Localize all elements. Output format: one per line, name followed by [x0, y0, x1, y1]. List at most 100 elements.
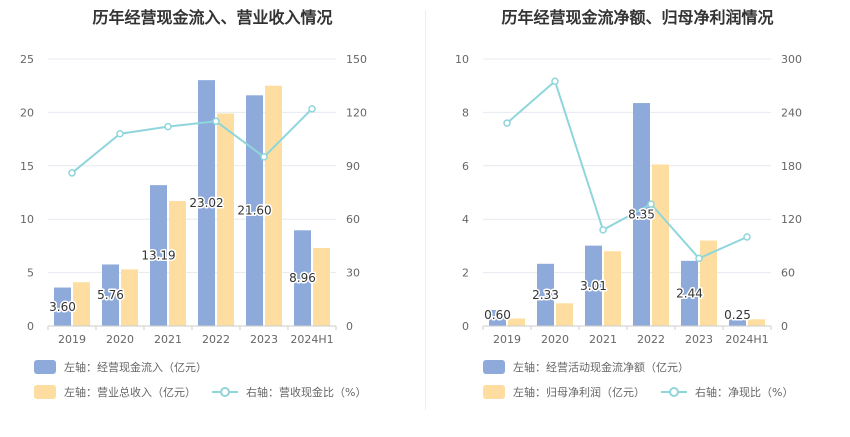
bar-series-a: [54, 287, 71, 326]
y-left-tick-label: 10: [20, 213, 34, 226]
bar-series-b: [604, 251, 621, 326]
line-series: [506, 79, 748, 260]
bar-data-label: 8.96: [289, 271, 316, 285]
bar-data-label: 23.02: [189, 196, 223, 210]
chart-panel-right: 历年经营现金流净额、归母净利润情况 0 0 2 60 4 120 6 180 8 240 10 300…: [425, 0, 850, 437]
line-point: [116, 130, 124, 138]
x-tick-label: 2020: [541, 333, 569, 346]
line-point: [743, 233, 751, 241]
bar-series-a: [198, 80, 215, 327]
legend-line-icon: [212, 387, 238, 397]
y-left-tick-label: 5: [27, 267, 34, 280]
y-right-tick-label: 30: [346, 267, 360, 280]
bar-series-a: [633, 103, 650, 327]
legend-line-icon: [661, 387, 687, 397]
y-left-tick-label: 4: [462, 213, 469, 226]
x-tick-label: 2023: [685, 333, 713, 346]
x-tick-label: 2024H1: [725, 333, 768, 346]
legend-item-revenue-cash-ratio[interactable]: 右轴：营收现金比（%）: [212, 384, 366, 400]
bar-data-label: 2.44: [676, 286, 703, 300]
line-point: [260, 153, 268, 161]
legend-label-net-cash-flow: 左轴：经营活动现金流净额（亿元）: [513, 361, 689, 374]
legend-label-net-cash-ratio: 右轴：净现比（%）: [695, 386, 794, 399]
legend-label-revenue: 左轴：营业总收入（亿元）: [64, 386, 196, 399]
x-tick-label: 2020: [106, 333, 134, 346]
y-right-tick-label: 90: [346, 160, 360, 173]
y-right-tick-label: 0: [346, 320, 353, 333]
bar-series-a: [294, 230, 311, 326]
bar-series-a: [585, 245, 602, 326]
chart-title-right: 历年经营现金流净额、归母净利润情况: [501, 8, 774, 27]
x-tick-label: 2019: [58, 333, 86, 346]
bar-series-b: [652, 164, 669, 326]
legend-item-net-profit[interactable]: 左轴：归母净利润（亿元）: [483, 384, 645, 400]
line-point: [647, 200, 655, 208]
legend-item-net-cash-ratio[interactable]: 右轴：净现比（%）: [661, 384, 793, 400]
legend-label-cash-inflow: 左轴：经营现金流入（亿元）: [64, 361, 207, 374]
y-right-tick-label: 60: [781, 267, 795, 280]
y-right-tick-label: 150: [346, 53, 367, 66]
x-tick-label: 2024H1: [290, 333, 333, 346]
x-tick-label: 2022: [202, 333, 230, 346]
legend-swatch-net-profit: [483, 385, 505, 399]
y-right-tick-label: 60: [346, 213, 360, 226]
bar-series-b: [700, 240, 717, 326]
bar-data-label: 0.25: [724, 308, 751, 322]
legend-swatch-cash-inflow: [34, 360, 56, 374]
chart-title-left: 历年经营现金流入、营业收入情况: [92, 8, 333, 27]
x-tick-label: 2021: [589, 333, 617, 346]
line-point: [212, 117, 220, 126]
y-left-tick-label: 0: [27, 320, 34, 333]
x-tick-label: 2021: [154, 333, 182, 346]
y-left-tick-label: 20: [20, 106, 34, 119]
legend-item-revenue[interactable]: 左轴：营业总收入（亿元）: [34, 384, 196, 400]
y-right-tick-label: 0: [781, 320, 788, 333]
bar-data-label: 3.60: [49, 300, 76, 314]
line-point: [503, 119, 511, 127]
bar-series-a: [489, 309, 506, 326]
bar-series-b: [748, 319, 765, 326]
y-left-tick-label: 8: [462, 106, 469, 119]
bar-data-label: 8.35: [628, 208, 655, 222]
line-point: [599, 226, 607, 234]
line-point: [695, 254, 703, 263]
line-series: [71, 108, 313, 174]
y-left-tick-label: 10: [455, 53, 469, 66]
y-right-tick-label: 240: [781, 106, 802, 119]
bar-data-label: 2.33: [532, 288, 559, 302]
chart-plot-right: 0 0 2 60 4 120 6 180 8 240 10 300 2019 2020 2021 2022 20…: [455, 53, 802, 346]
bar-series-b: [217, 113, 234, 326]
bar-series-a: [537, 263, 554, 326]
bar-series-b: [73, 282, 90, 326]
y-left-tick-label: 0: [462, 320, 469, 333]
y-left-tick-label: 15: [20, 160, 34, 173]
y-right-tick-label: 120: [781, 213, 802, 226]
y-left-tick-label: 6: [462, 160, 469, 173]
bar-data-label: 21.60: [237, 204, 271, 218]
bar-series-b: [265, 85, 282, 326]
bar-series-b: [313, 248, 330, 326]
bar-data-label: 0.60: [484, 308, 511, 322]
x-tick-label: 2019: [493, 333, 521, 346]
panel-divider: [425, 10, 426, 410]
x-tick-label: 2022: [637, 333, 665, 346]
legend-swatch-net-cash-flow: [483, 360, 505, 374]
bar-series-b: [556, 303, 573, 326]
bar-series-b: [508, 318, 525, 326]
chart-plot-left: 0 0 5 30 10 60 15 90 20 120 25 150 2019 2020 2021 2022 2…: [20, 53, 367, 346]
line-point: [551, 77, 559, 85]
chart-panel-left: 历年经营现金流入、营业收入情况 0 0 5 30 10 60 15 90 20 120 25 150 2…: [20, 8, 367, 400]
legend-item-cash-inflow[interactable]: 左轴：经营现金流入（亿元）: [34, 359, 207, 375]
bar-data-label: 5.76: [97, 288, 124, 302]
y-right-tick-label: 300: [781, 53, 802, 66]
bar-series-a: [729, 319, 746, 326]
legend-swatch-revenue: [34, 385, 56, 399]
line-point: [68, 169, 76, 177]
y-left-tick-label: 25: [20, 53, 34, 66]
legend-label-revenue-cash-ratio: 右轴：营收现金比（%）: [246, 386, 367, 399]
line-point: [308, 105, 316, 113]
legend-item-net-cash-flow[interactable]: 左轴：经营活动现金流净额（亿元）: [483, 359, 689, 375]
bar-data-label: 3.01: [580, 279, 607, 293]
y-left-tick-label: 2: [462, 267, 469, 280]
bar-series-b: [121, 269, 138, 326]
